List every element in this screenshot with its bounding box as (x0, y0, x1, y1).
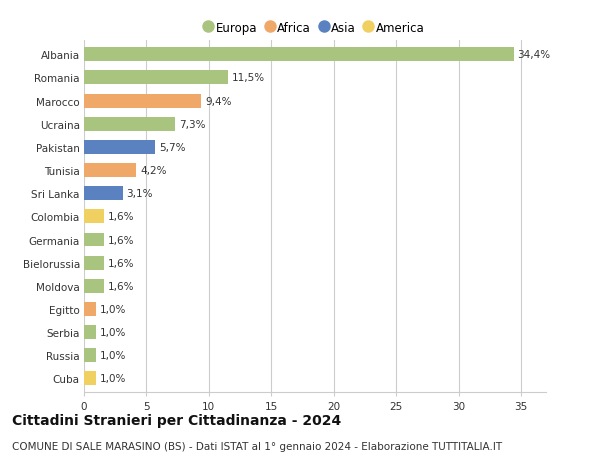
Legend: Europa, Africa, Asia, America: Europa, Africa, Asia, America (203, 19, 427, 37)
Bar (84, 325, 97, 339)
Text: Cittadini Stranieri per Cittadinanza - 2024: Cittadini Stranieri per Cittadinanza - 2… (12, 413, 341, 427)
Bar (84, 302, 97, 316)
Bar (84, 210, 104, 224)
Bar (84, 348, 97, 363)
Text: 34,4%: 34,4% (517, 50, 550, 60)
Bar (84, 256, 104, 270)
Bar (84, 279, 104, 293)
Text: 1,0%: 1,0% (100, 304, 127, 314)
Text: 9,4%: 9,4% (205, 96, 232, 106)
Bar (84, 164, 136, 178)
Text: 4,2%: 4,2% (140, 166, 167, 176)
Text: 1,0%: 1,0% (100, 327, 127, 337)
Text: 1,0%: 1,0% (100, 351, 127, 360)
Text: 7,3%: 7,3% (179, 119, 205, 129)
Text: 1,6%: 1,6% (108, 281, 134, 291)
Text: 1,6%: 1,6% (108, 235, 134, 245)
Bar (84, 71, 227, 85)
Bar (84, 187, 123, 201)
Text: 1,6%: 1,6% (108, 212, 134, 222)
Bar (84, 233, 104, 247)
Bar (84, 140, 155, 155)
Text: 3,1%: 3,1% (127, 189, 153, 199)
Bar (84, 372, 97, 386)
Bar (84, 95, 202, 108)
Text: 11,5%: 11,5% (232, 73, 265, 83)
Text: COMUNE DI SALE MARASINO (BS) - Dati ISTAT al 1° gennaio 2024 - Elaborazione TUTT: COMUNE DI SALE MARASINO (BS) - Dati ISTA… (12, 441, 502, 451)
Text: 1,6%: 1,6% (108, 258, 134, 268)
Bar (84, 48, 514, 62)
Text: 1,0%: 1,0% (100, 374, 127, 384)
Text: 5,7%: 5,7% (159, 143, 185, 152)
Bar (84, 118, 175, 131)
